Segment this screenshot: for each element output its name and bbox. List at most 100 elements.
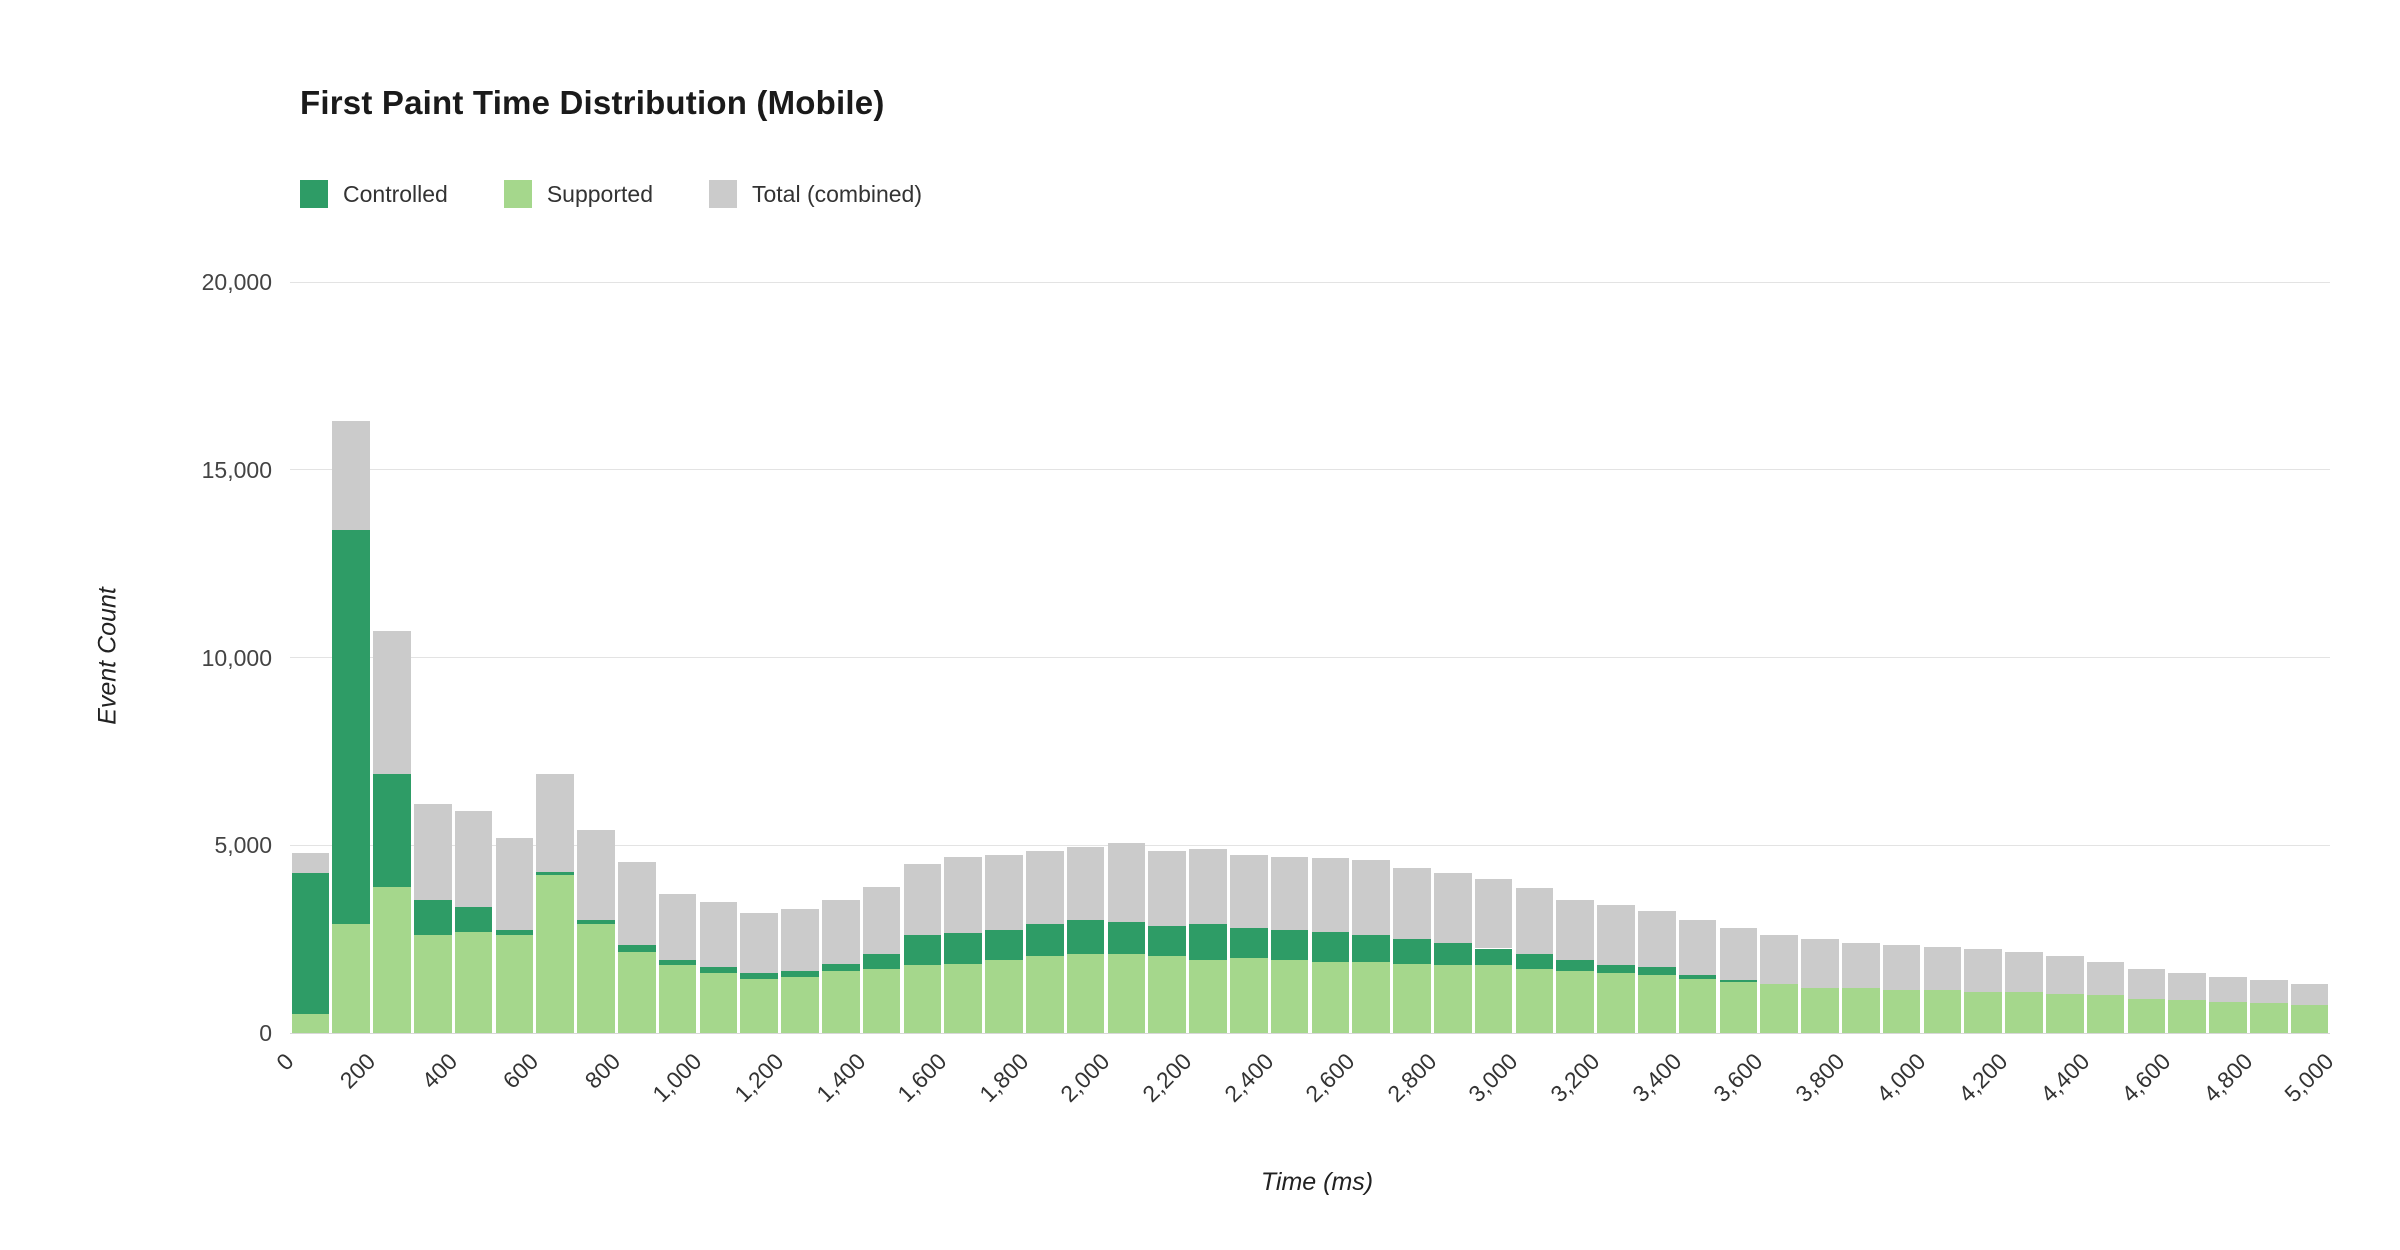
bar-segment-total[interactable] (2005, 952, 2043, 992)
bar-segment-total[interactable] (413, 803, 452, 900)
bar-segment-supported[interactable] (2209, 1001, 2247, 1033)
bar-segment-total[interactable] (1801, 939, 1839, 988)
bar-segment-supported[interactable] (1637, 974, 1676, 1033)
bar-segment-supported[interactable] (2168, 1000, 2207, 1033)
bar-segment-total[interactable] (1107, 843, 1146, 923)
bar-segment-total[interactable] (1964, 948, 2003, 992)
bar-segment-total[interactable] (1841, 942, 1880, 988)
bar-segment-total[interactable] (2249, 980, 2288, 1004)
bar-segment-controlled[interactable] (373, 773, 411, 887)
bar-segment-controlled[interactable] (1189, 924, 1227, 960)
bar-segment-total[interactable] (2168, 972, 2207, 1001)
bar-segment-controlled[interactable] (1433, 942, 1472, 966)
bar-segment-supported[interactable] (577, 924, 615, 1033)
bar-segment-total[interactable] (1556, 899, 1595, 960)
bar-segment-total[interactable] (1352, 860, 1391, 936)
bar-segment-supported[interactable] (291, 1014, 330, 1033)
bar-segment-supported[interactable] (903, 965, 942, 1033)
bar-segment-controlled[interactable] (536, 871, 575, 876)
bar-segment-controlled[interactable] (1270, 929, 1309, 960)
bar-segment-total[interactable] (1923, 946, 1962, 990)
bar-segment-supported[interactable] (332, 924, 371, 1033)
bar-segment-controlled[interactable] (1229, 927, 1268, 958)
bar-segment-supported[interactable] (862, 969, 901, 1033)
bar-segment-total[interactable] (2045, 956, 2084, 994)
bar-segment-supported[interactable] (413, 935, 452, 1033)
bar-segment-total[interactable] (332, 420, 371, 530)
bar-segment-total[interactable] (699, 901, 738, 968)
bar-segment-controlled[interactable] (1066, 920, 1105, 955)
bar-segment-total[interactable] (1189, 849, 1227, 925)
bar-segment-supported[interactable] (1189, 959, 1227, 1033)
bar-segment-controlled[interactable] (740, 972, 779, 979)
bar-segment-supported[interactable] (2005, 991, 2043, 1033)
bar-segment-controlled[interactable] (903, 935, 942, 966)
bar-segment-controlled[interactable] (658, 959, 697, 966)
bar-segment-controlled[interactable] (1515, 954, 1554, 970)
bar-segment-supported[interactable] (1882, 989, 1921, 1033)
bar-segment-controlled[interactable] (1025, 924, 1064, 956)
bar-segment-controlled[interactable] (413, 899, 452, 936)
bar-segment-supported[interactable] (658, 965, 697, 1033)
bar-segment-total[interactable] (1597, 905, 1635, 966)
bar-segment-supported[interactable] (2086, 995, 2125, 1033)
bar-segment-total[interactable] (781, 909, 819, 972)
bar-segment-supported[interactable] (1556, 971, 1595, 1033)
bar-segment-total[interactable] (454, 811, 493, 908)
bar-segment-total[interactable] (862, 886, 901, 955)
bar-segment-supported[interactable] (1311, 961, 1350, 1033)
bar-segment-total[interactable] (2086, 961, 2125, 996)
bar-segment-supported[interactable] (781, 976, 819, 1033)
bar-segment-supported[interactable] (1270, 959, 1309, 1033)
bar-segment-supported[interactable] (1025, 956, 1064, 1033)
bar-segment-controlled[interactable] (1556, 959, 1595, 972)
bar-segment-total[interactable] (1025, 850, 1064, 925)
bar-segment-supported[interactable] (1148, 956, 1187, 1033)
bar-segment-supported[interactable] (1515, 969, 1554, 1033)
bar-segment-total[interactable] (1719, 927, 1758, 981)
bar-segment-supported[interactable] (740, 978, 779, 1033)
bar-segment-total[interactable] (1433, 873, 1472, 943)
bar-segment-total[interactable] (740, 912, 779, 973)
bar-segment-total[interactable] (495, 837, 534, 930)
bar-segment-total[interactable] (944, 856, 983, 934)
bar-segment-supported[interactable] (1678, 978, 1717, 1033)
bar-segment-total[interactable] (1393, 867, 1431, 940)
bar-segment-controlled[interactable] (699, 967, 738, 973)
bar-segment-supported[interactable] (1352, 961, 1391, 1033)
bar-segment-controlled[interactable] (577, 920, 615, 925)
bar-segment-total[interactable] (291, 852, 330, 874)
bar-segment-supported[interactable] (536, 875, 575, 1033)
bar-segment-supported[interactable] (1964, 991, 2003, 1033)
bar-segment-controlled[interactable] (985, 929, 1023, 960)
bar-segment-total[interactable] (1229, 854, 1268, 928)
bar-segment-controlled[interactable] (1311, 931, 1350, 962)
bar-segment-total[interactable] (1066, 847, 1105, 921)
bar-segment-supported[interactable] (1107, 954, 1146, 1033)
bar-segment-supported[interactable] (1760, 984, 1799, 1033)
bar-segment-controlled[interactable] (862, 954, 901, 970)
bar-segment-controlled[interactable] (1597, 965, 1635, 973)
bar-segment-controlled[interactable] (617, 944, 656, 953)
bar-segment-supported[interactable] (699, 972, 738, 1033)
bar-segment-controlled[interactable] (1352, 935, 1391, 962)
bar-segment-supported[interactable] (2290, 1005, 2329, 1033)
bar-segment-controlled[interactable] (1637, 967, 1676, 975)
bar-segment-controlled[interactable] (1107, 922, 1146, 955)
bar-segment-supported[interactable] (1801, 987, 1839, 1033)
bar-segment-total[interactable] (1148, 850, 1187, 926)
bar-segment-total[interactable] (1637, 910, 1676, 968)
bar-segment-total[interactable] (1515, 888, 1554, 955)
bar-segment-total[interactable] (1760, 935, 1799, 985)
bar-segment-supported[interactable] (495, 935, 534, 1033)
bar-segment-supported[interactable] (1841, 987, 1880, 1033)
bar-segment-total[interactable] (373, 631, 411, 774)
bar-segment-total[interactable] (1270, 856, 1309, 930)
bar-segment-total[interactable] (658, 894, 697, 960)
bar-segment-total[interactable] (2127, 969, 2166, 1000)
bar-segment-supported[interactable] (1597, 972, 1635, 1033)
bar-segment-total[interactable] (2290, 984, 2329, 1006)
bar-segment-supported[interactable] (821, 971, 860, 1033)
bar-segment-supported[interactable] (985, 959, 1023, 1033)
bar-segment-total[interactable] (1311, 858, 1350, 932)
